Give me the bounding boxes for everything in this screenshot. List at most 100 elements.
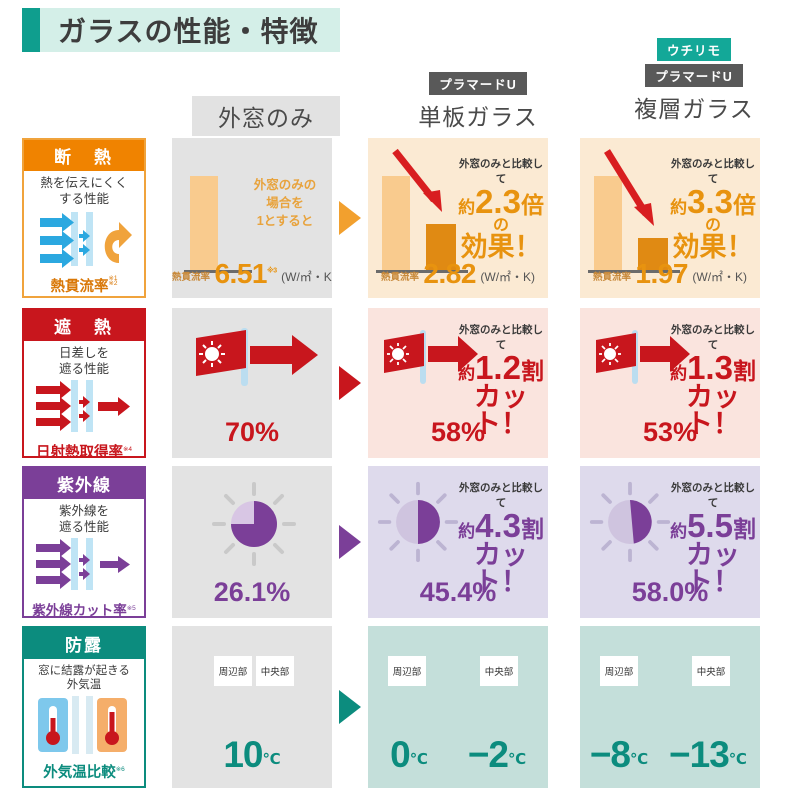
value-number: 2.82 xyxy=(423,258,476,289)
value-unit: (W/㎡・K) xyxy=(281,270,332,284)
label-edge-box: 周辺部 xyxy=(388,656,426,686)
effect-value: 約3.3倍の xyxy=(670,183,756,235)
cell-solar-double-glass: 外窓のみと比較して 約1.3割 カット！ 53% xyxy=(580,308,760,458)
value-heat-double-glass: 熱貫流率 1.97 (W/㎡・K) xyxy=(580,258,760,290)
triangle-arrow-icon xyxy=(339,366,361,400)
compare-block-solar-single: 外窓のみと比較して 約1.2割 カット！ xyxy=(454,322,548,438)
cell-uv-double-glass: 外窓のみと比較して 約5.5割 カット！ 58.0% xyxy=(580,466,760,618)
cell-solar-single-glass: 外窓のみと比較して 約1.2割 カット！ 58% xyxy=(368,308,548,458)
row-label-description: 熱を伝えにくく する性能 xyxy=(40,176,128,206)
sun-pie-icon xyxy=(377,481,459,563)
effect-value: 約1.2割 xyxy=(458,349,544,386)
value-solar-outer-only: 70% xyxy=(224,417,280,447)
page-title-banner: ガラスの性能・特徴 xyxy=(22,8,341,52)
value-uv-double-glass: 58.0% xyxy=(631,577,709,607)
row-label-description: 紫外線を 遮る性能 xyxy=(58,504,109,534)
row-metric-condensation: 外気温比較※6 xyxy=(43,764,125,781)
uv-block-icon xyxy=(24,536,144,599)
value-uv-single-glass: 45.4% xyxy=(419,577,497,607)
cell-uv-outer-only: 26.1% xyxy=(172,466,332,618)
sun-pie-icon xyxy=(212,482,296,566)
row-heat-insulation: 断 熱 熱を伝えにくく する性能 熱貫流率※1 ※2 xyxy=(0,138,800,298)
label-edge-box: 周辺部 xyxy=(214,656,252,686)
value-number: 6.51※3 xyxy=(214,258,277,289)
chip-uchirimo: ウチリモ xyxy=(656,38,731,61)
triangle-arrow-icon xyxy=(339,690,361,724)
value-number: 1.97 xyxy=(635,258,688,289)
value-condensation-single-edge: 0℃ xyxy=(390,734,428,775)
sun-through-glass-icon xyxy=(596,330,690,384)
row-label-heading: 断 熱 xyxy=(24,140,144,171)
cell-heat-outer-only: 外窓のみの 場合を 1とすると 熱貫流率 6.51※3 (W/㎡・K) xyxy=(172,138,332,298)
arrow-solar-1 xyxy=(332,308,368,458)
cell-condensation-outer-only: 周辺部 中央部 10℃ xyxy=(172,626,332,788)
row-label-heat-insulation: 断 熱 熱を伝えにくく する性能 熱貫流率※1 ※2 xyxy=(22,138,146,298)
row-solar-shading: 遮 熱 日差しを 遮る性能 日射熱取得率※4 xyxy=(0,308,800,458)
compare-block-uv-double: 外窓のみと比較して 約5.5割 カット！ xyxy=(666,480,760,596)
value-uv-outer-only: 26.1% xyxy=(213,577,291,607)
value-condensation-outer-only: 10℃ xyxy=(223,734,281,775)
row-label-description: 窓に結露が起きる 外気温 xyxy=(38,665,130,692)
value-metric-label: 熱貫流率 xyxy=(592,272,631,283)
row-label-solar-shading: 遮 熱 日差しを 遮る性能 日射熱取得率※4 xyxy=(22,308,146,458)
row-label-heading: 遮 熱 xyxy=(24,310,144,341)
title-background: ガラスの性能・特徴 xyxy=(40,8,341,52)
cell-uv-single-glass: 外窓のみと比較して 約4.3割 カット！ 45.4% xyxy=(368,466,548,618)
value-condensation-double-center: −13℃ xyxy=(669,734,747,775)
arrow-heat-2 xyxy=(548,138,552,298)
cell-condensation-single-glass: 周辺部 中央部 0℃ −2℃ xyxy=(368,626,548,788)
row-metric-heat: 熱貫流率※1 ※2 xyxy=(50,274,118,296)
solar-block-icon xyxy=(24,378,144,441)
compare-block-heat-double: 外窓のみと比較して 約3.3倍の 効果！ xyxy=(666,156,760,261)
sun-through-glass-icon xyxy=(196,328,318,386)
effect-value: 約2.3倍の xyxy=(458,183,544,235)
title-accent-tab xyxy=(22,8,40,52)
compare-note: 外窓のみと比較して xyxy=(459,482,543,509)
sun-pie-icon xyxy=(589,481,671,563)
compare-block-uv-single: 外窓のみと比較して 約4.3割 カット！ xyxy=(454,480,548,596)
bar-base-ghost-heat-double xyxy=(594,176,622,272)
sun-through-glass-icon xyxy=(384,330,478,384)
compare-note: 外窓のみと比較して xyxy=(671,324,755,351)
label-center-box: 中央部 xyxy=(692,656,730,686)
effect-value: 約1.3割 xyxy=(670,349,756,386)
down-arrow-icon xyxy=(604,149,654,226)
cell-solar-outer-only: 70% xyxy=(172,308,332,458)
down-arrow-icon xyxy=(392,148,442,212)
thermometer-compare-icon xyxy=(24,694,144,761)
row-label-heading: 防露 xyxy=(24,628,144,659)
arrow-uv-2 xyxy=(548,466,552,618)
column-header-outer-only: 外窓のみ xyxy=(186,96,346,136)
bar-baseline xyxy=(588,270,680,273)
label-center-box: 中央部 xyxy=(256,656,294,686)
effect-value: 約4.3割 xyxy=(458,507,544,544)
column-header-single-glass-label: 単板ガラス xyxy=(418,104,538,130)
arrow-condensation-1 xyxy=(332,626,368,788)
chip-plamado-u-single: プラマードU xyxy=(429,72,527,95)
triangle-arrow-icon xyxy=(339,525,361,559)
compare-block-solar-double: 外窓のみと比較して 約1.3割 カット！ xyxy=(666,322,760,438)
effect-label: カット！ xyxy=(474,382,528,440)
cell-condensation-double-glass: 周辺部 中央部 −8℃ −13℃ xyxy=(580,626,760,788)
column-header-outer-only-label: 外窓のみ xyxy=(192,96,340,136)
value-metric-label: 熱貫流率 xyxy=(380,272,419,283)
column-header-double-glass: ウチリモ プラマードU 複層ガラス xyxy=(596,38,792,124)
row-label-description: 日差しを 遮る性能 xyxy=(58,346,109,376)
bar-base-heat xyxy=(190,176,218,272)
effect-label: 効果！ xyxy=(672,232,754,262)
bar-baseline xyxy=(184,270,252,273)
chip-plamado-u-double: プラマードU xyxy=(645,64,743,87)
arrow-uv-1 xyxy=(332,466,368,618)
column-header-single-glass: プラマードU 単板ガラス xyxy=(380,72,576,132)
effect-label: カット！ xyxy=(686,382,740,440)
row-label-heading: 紫外線 xyxy=(24,468,144,499)
label-edge-box: 周辺部 xyxy=(600,656,638,686)
row-metric-uv: 紫外線カット率※5 xyxy=(32,603,136,618)
heat-flow-icon xyxy=(24,208,144,275)
cell-heat-single-glass: 外窓のみと比較して 約2.3倍の 効果！ 熱貫流率 2.82 (W/㎡・K) xyxy=(368,138,548,298)
value-unit: (W/㎡・K) xyxy=(480,270,536,284)
effect-label: 効果！ xyxy=(460,232,542,262)
compare-note: 外窓のみと比較して xyxy=(671,158,755,185)
value-metric-label: 熱貫流率 xyxy=(172,272,211,283)
arrow-heat-1 xyxy=(332,138,368,298)
